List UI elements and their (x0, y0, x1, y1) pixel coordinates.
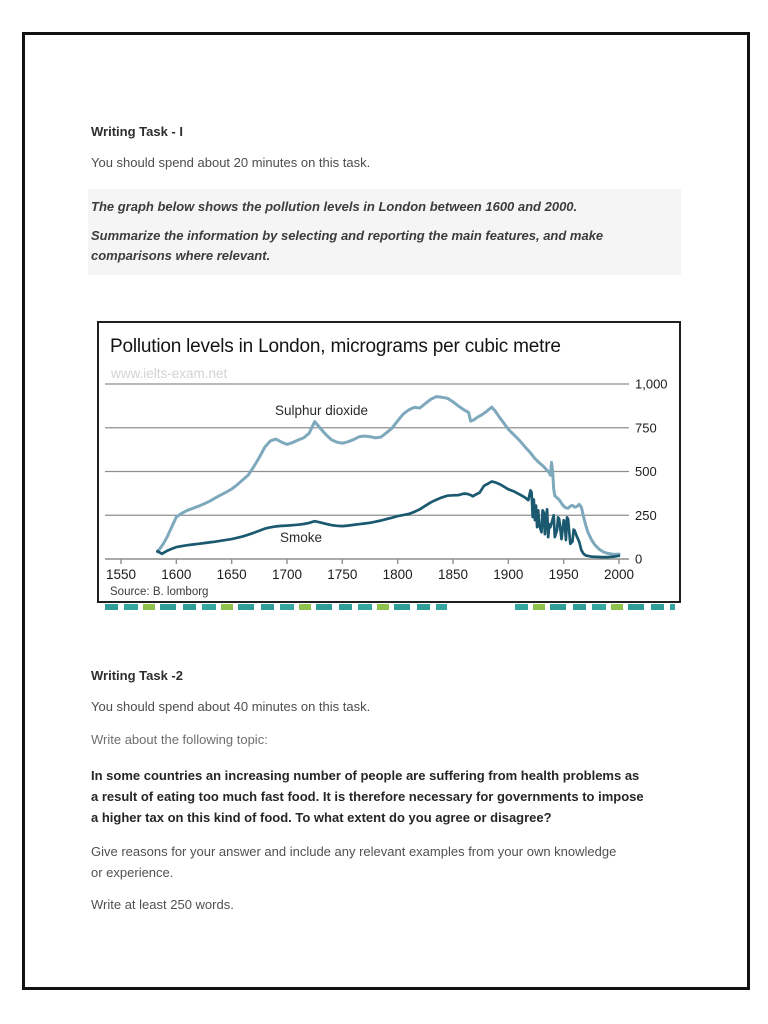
y-tick-label-1000: 1,000 (635, 377, 668, 392)
task2-word-count-note: Write at least 250 words. (91, 897, 234, 912)
task2-time-note: You should spend about 40 minutes on thi… (91, 699, 371, 714)
x-tick-label-1600: 1600 (161, 567, 191, 582)
x-tick-label-1650: 1650 (217, 567, 247, 582)
task2-heading: Writing Task -2 (91, 668, 183, 683)
series-label-sulphur-dioxide: Sulphur dioxide (275, 403, 368, 418)
task2-guidance: Give reasons for your answer and include… (91, 844, 617, 880)
y-tick-label-250: 250 (635, 508, 657, 523)
x-tick-label-1950: 1950 (549, 567, 579, 582)
chart-watermark-text: www.ielts-exam.net (110, 366, 228, 381)
task2-topic: In some countries an increasing number o… (91, 768, 644, 825)
x-tick-label-1900: 1900 (493, 567, 523, 582)
series-label-smoke: Smoke (280, 530, 322, 545)
page-border-frame: Writing Task - I You should spend about … (22, 32, 750, 990)
x-tick-label-1550: 1550 (106, 567, 136, 582)
task1-prompt-line-2: Summarize the information by selecting a… (91, 228, 604, 263)
x-tick-label-2000: 2000 (604, 567, 634, 582)
series-line-sulphur-dioxide (156, 395, 621, 556)
x-tick-label-1750: 1750 (327, 567, 357, 582)
y-tick-label-750: 750 (635, 420, 657, 435)
task1-heading: Writing Task - I (91, 124, 183, 139)
task1-prompt-block: The graph below shows the pollution leve… (88, 189, 681, 275)
pollution-chart-figure: Pollution levels in London, micrograms p… (97, 321, 681, 603)
x-tick-label-1800: 1800 (383, 567, 413, 582)
x-tick-label-1700: 1700 (272, 567, 302, 582)
x-tick-label-1850: 1850 (438, 567, 468, 582)
cropped-watermark-strip (105, 604, 675, 610)
chart-source: Source: B. lomborg (110, 586, 208, 598)
task1-time-note: You should spend about 20 minutes on thi… (91, 155, 371, 170)
task2-topic-intro: Write about the following topic: (91, 732, 268, 747)
series-line-smoke (156, 480, 621, 559)
task1-prompt-line-1: The graph below shows the pollution leve… (91, 199, 578, 214)
y-tick-label-0: 0 (635, 552, 642, 567)
pollution-chart-svg: Pollution levels in London, micrograms p… (105, 336, 668, 598)
task1-section: Writing Task - I You should spend about … (88, 124, 681, 610)
task2-section: Writing Task -2 You should spend about 4… (91, 668, 681, 913)
y-tick-label-500: 500 (635, 464, 657, 479)
chart-title: Pollution levels in London, micrograms p… (110, 336, 561, 357)
chart-plot-area: 0 250 500 750 1,000 1550 1600 1650 1700 1750 1800 1… (105, 377, 668, 582)
